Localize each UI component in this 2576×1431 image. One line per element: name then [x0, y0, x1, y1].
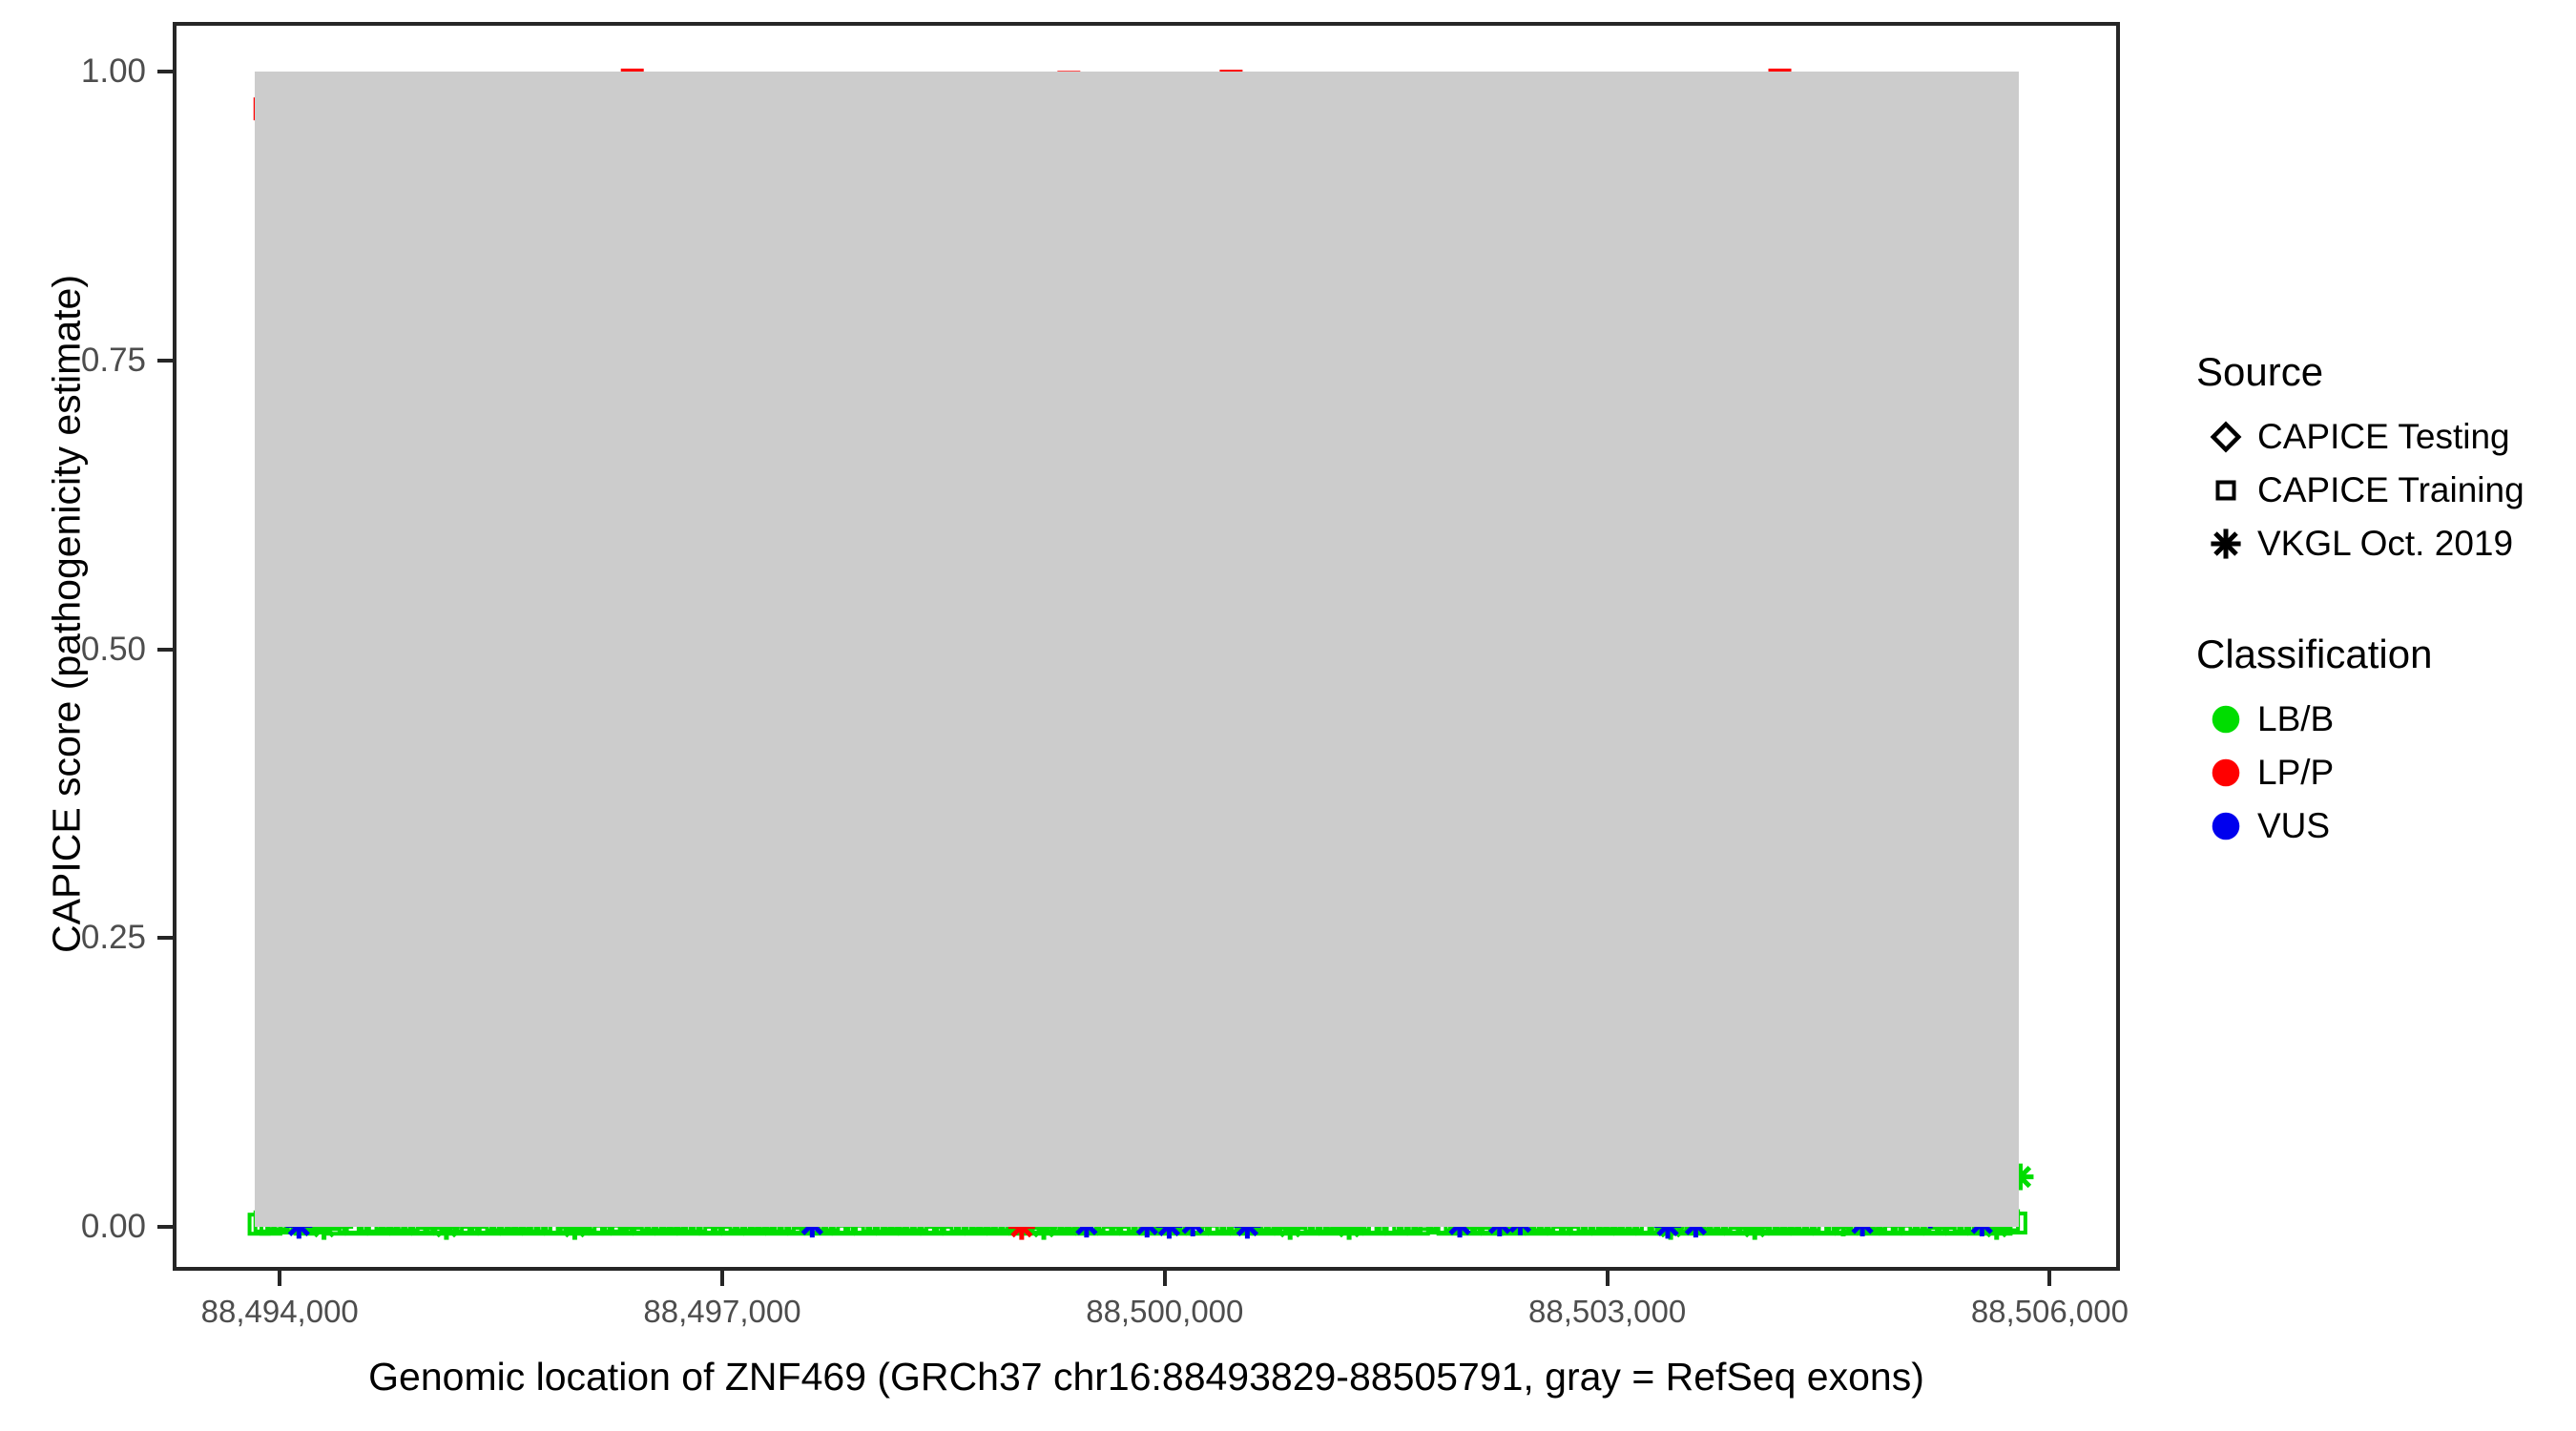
asterisk-icon — [2194, 519, 2257, 569]
legend-spacer — [2194, 572, 2576, 632]
legend-title-classification: Classification — [2196, 632, 2433, 676]
legend: Source CAPICE Testing CAPICE Training VKGL … — [2194, 349, 2576, 855]
x-axis-tick-label: 88,500,000 — [1086, 1294, 1244, 1329]
x-axis-tick-label: 88,503,000 — [1528, 1294, 1687, 1329]
x-axis-tick-mark — [278, 1271, 282, 1286]
y-axis-tick-label: 0.50 — [80, 630, 146, 668]
legend-item-vkgl-oct-2019[interactable]: VKGL Oct. 2019 — [2194, 519, 2576, 569]
y-axis-title-wrap: CAPICE score (pathogenicity estimate) — [0, 0, 89, 953]
legend-title-source: Source — [2196, 349, 2324, 394]
square-icon — [2194, 466, 2257, 515]
legend-item-label: LB/B — [2257, 699, 2335, 738]
y-axis-tick-label: 1.00 — [80, 52, 146, 91]
legend-item-lp-p[interactable]: LP/P — [2194, 748, 2576, 798]
y-axis-tick-label: 0.00 — [80, 1207, 146, 1245]
x-axis-tick-label: 88,506,000 — [1970, 1294, 2129, 1329]
refseq-exon-shading — [254, 72, 2020, 1227]
legend-item-vus[interactable]: VUS — [2194, 801, 2576, 851]
plot-area — [177, 26, 2116, 1267]
y-axis-tick-label: 0.75 — [80, 341, 146, 379]
legend-item-capice-training[interactable]: CAPICE Training — [2194, 466, 2576, 515]
x-axis-tick-mark — [720, 1271, 725, 1286]
diamond-icon — [2194, 412, 2257, 462]
circle-icon — [2194, 748, 2257, 798]
x-axis-title: Genomic location of ZNF469 (GRCh37 chr16… — [368, 1355, 1924, 1399]
x-axis-tick-label: 88,497,000 — [643, 1294, 801, 1329]
plot-panel — [173, 22, 2120, 1271]
circle-icon — [2194, 801, 2257, 851]
legend-item-label: LP/P — [2257, 753, 2335, 792]
y-axis-tick-mark — [157, 1224, 173, 1229]
y-axis-tick-mark — [157, 358, 173, 363]
legend-item-capice-testing[interactable]: CAPICE Testing — [2194, 412, 2576, 462]
y-axis-tick-mark — [157, 70, 173, 74]
legend-item-label: CAPICE Training — [2257, 470, 2524, 509]
y-axis-title: CAPICE score (pathogenicity estimate) — [44, 275, 89, 953]
x-axis-tick-mark — [1605, 1271, 1610, 1286]
y-axis-tick-mark — [157, 936, 173, 941]
x-axis-tick-label: 88,494,000 — [200, 1294, 359, 1329]
x-axis-tick-mark — [2047, 1271, 2052, 1286]
x-axis-tick-mark — [1162, 1271, 1167, 1286]
legend-item-label: VUS — [2257, 806, 2331, 845]
circle-icon — [2194, 695, 2257, 744]
legend-item-lb-b[interactable]: LB/B — [2194, 695, 2576, 744]
legend-item-label: VKGL Oct. 2019 — [2257, 524, 2514, 563]
y-axis-tick-label: 0.25 — [80, 919, 146, 957]
y-axis-tick-mark — [157, 647, 173, 652]
legend-item-label: CAPICE Testing — [2257, 417, 2510, 456]
